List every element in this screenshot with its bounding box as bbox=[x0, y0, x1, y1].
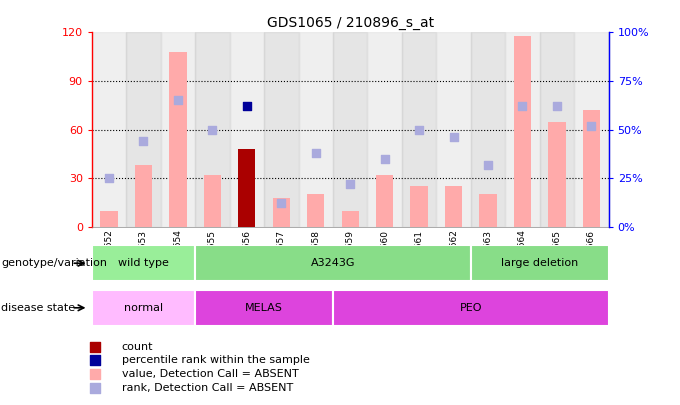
Bar bbox=[238, 222, 256, 227]
Bar bbox=[471, 245, 609, 281]
Point bbox=[345, 181, 356, 187]
Bar bbox=[402, 32, 437, 227]
Point bbox=[103, 175, 114, 181]
Bar bbox=[299, 32, 333, 227]
Bar bbox=[341, 211, 359, 227]
Bar bbox=[479, 194, 496, 227]
Bar bbox=[437, 32, 471, 227]
Bar bbox=[540, 32, 574, 227]
Point bbox=[89, 357, 100, 364]
Text: A3243G: A3243G bbox=[311, 258, 355, 268]
Point bbox=[483, 161, 494, 168]
Title: GDS1065 / 210896_s_at: GDS1065 / 210896_s_at bbox=[267, 16, 434, 30]
Point bbox=[276, 200, 287, 207]
Point bbox=[551, 103, 562, 109]
Text: value, Detection Call = ABSENT: value, Detection Call = ABSENT bbox=[122, 369, 299, 379]
Point bbox=[379, 156, 390, 162]
Bar bbox=[160, 32, 195, 227]
Bar bbox=[411, 186, 428, 227]
Point bbox=[448, 134, 459, 141]
Text: count: count bbox=[122, 342, 153, 352]
Bar bbox=[273, 198, 290, 227]
Point bbox=[207, 126, 218, 133]
Bar bbox=[376, 175, 393, 227]
Bar bbox=[92, 32, 126, 227]
Bar bbox=[204, 175, 221, 227]
Bar bbox=[195, 245, 471, 281]
Point bbox=[89, 385, 100, 392]
Bar bbox=[230, 32, 264, 227]
Bar bbox=[101, 211, 118, 227]
Point bbox=[586, 122, 597, 129]
Point bbox=[310, 150, 321, 156]
Bar bbox=[505, 32, 540, 227]
Bar bbox=[471, 32, 505, 227]
Text: rank, Detection Call = ABSENT: rank, Detection Call = ABSENT bbox=[122, 384, 293, 393]
Bar bbox=[169, 52, 186, 227]
Point bbox=[241, 103, 252, 109]
Bar bbox=[264, 32, 299, 227]
Bar bbox=[548, 122, 566, 227]
Point bbox=[89, 371, 100, 377]
Text: wild type: wild type bbox=[118, 258, 169, 268]
Bar bbox=[514, 36, 531, 227]
Bar bbox=[445, 186, 462, 227]
Point bbox=[138, 138, 149, 145]
Bar bbox=[126, 32, 160, 227]
Point bbox=[413, 126, 424, 133]
Bar bbox=[367, 32, 402, 227]
Text: percentile rank within the sample: percentile rank within the sample bbox=[122, 356, 309, 365]
Bar bbox=[583, 110, 600, 227]
Text: disease state: disease state bbox=[1, 303, 75, 313]
Point bbox=[173, 97, 184, 104]
Bar bbox=[135, 165, 152, 227]
Bar bbox=[574, 32, 609, 227]
Text: MELAS: MELAS bbox=[245, 303, 283, 313]
Bar bbox=[195, 290, 333, 326]
Text: normal: normal bbox=[124, 303, 163, 313]
Text: PEO: PEO bbox=[460, 303, 482, 313]
Bar bbox=[195, 32, 230, 227]
Point bbox=[89, 344, 100, 350]
Point bbox=[517, 103, 528, 109]
Bar bbox=[307, 194, 324, 227]
Text: large deletion: large deletion bbox=[501, 258, 578, 268]
Bar bbox=[92, 245, 195, 281]
Text: genotype/variation: genotype/variation bbox=[1, 258, 107, 268]
Bar bbox=[333, 32, 367, 227]
Bar bbox=[238, 149, 256, 227]
Bar bbox=[333, 290, 609, 326]
Bar bbox=[92, 290, 195, 326]
